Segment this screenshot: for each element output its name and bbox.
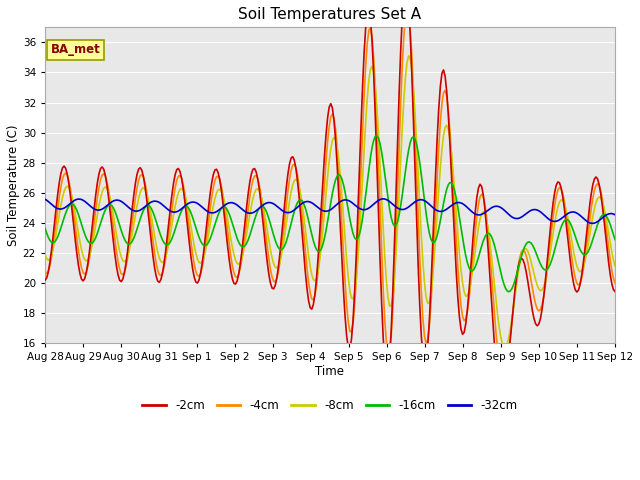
Y-axis label: Soil Temperature (C): Soil Temperature (C) — [7, 125, 20, 246]
X-axis label: Time: Time — [316, 365, 344, 378]
Text: BA_met: BA_met — [51, 43, 100, 56]
Legend: -2cm, -4cm, -8cm, -16cm, -32cm: -2cm, -4cm, -8cm, -16cm, -32cm — [137, 394, 523, 417]
Title: Soil Temperatures Set A: Soil Temperatures Set A — [239, 7, 422, 22]
